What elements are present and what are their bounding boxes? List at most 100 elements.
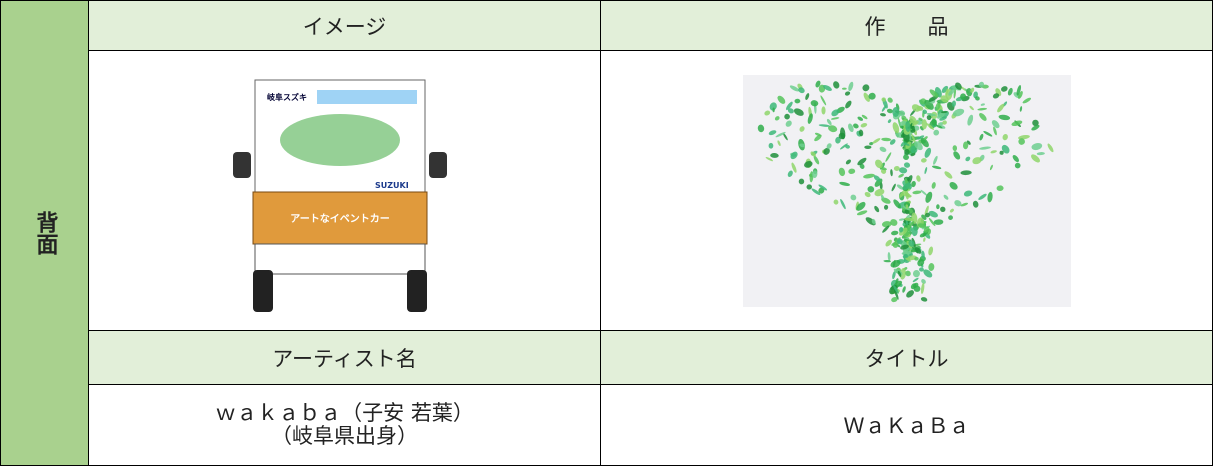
leaf [898, 227, 908, 236]
leaf [992, 92, 999, 99]
leaf [839, 198, 846, 209]
leaf [910, 133, 916, 143]
work-cell [600, 50, 1213, 331]
leaf [882, 259, 891, 262]
leaf [787, 170, 793, 177]
artist-origin: （岐阜県出身） [271, 424, 418, 448]
leaf [889, 138, 896, 145]
leaf [910, 180, 916, 187]
leaf [787, 107, 794, 113]
leaf [817, 183, 827, 190]
leaf [904, 120, 910, 132]
leaf [905, 219, 908, 225]
leaf [892, 241, 898, 248]
leaf [923, 226, 930, 233]
leaf [864, 191, 871, 197]
leaf [810, 99, 818, 106]
leaf [1031, 142, 1042, 150]
leaf [917, 117, 923, 121]
leaf [948, 181, 958, 190]
leaf [863, 145, 871, 149]
leaf [904, 257, 911, 262]
leaf [867, 92, 876, 100]
leaf [1019, 105, 1022, 112]
leaf [789, 151, 798, 159]
leaf [833, 199, 838, 205]
leaf [826, 118, 832, 125]
leaf [818, 123, 830, 127]
leaf [898, 120, 906, 126]
leaf [834, 136, 841, 144]
leaf [954, 81, 962, 90]
leaf [813, 134, 822, 141]
leaf [776, 139, 781, 146]
leaf [874, 159, 883, 168]
leaf [884, 151, 891, 162]
leaf [841, 87, 847, 90]
leaf [953, 199, 961, 206]
leaf [991, 119, 1000, 128]
leaf [844, 90, 850, 96]
wheel [252, 269, 273, 312]
leaf [859, 163, 865, 169]
leaf [910, 225, 918, 236]
leaf [785, 101, 793, 110]
leaf [898, 188, 906, 198]
leaf [874, 177, 882, 187]
leaf [966, 139, 971, 145]
leaf [798, 178, 804, 184]
leaf [992, 126, 997, 135]
leaf [904, 208, 910, 214]
leaf [922, 236, 926, 242]
leaf [839, 142, 848, 149]
title-cell: ＷａＫａＢａ [600, 384, 1213, 466]
leaf [866, 185, 874, 193]
leaf [936, 111, 945, 119]
leaf [861, 83, 869, 91]
leaf [932, 155, 938, 165]
leaf [986, 191, 993, 202]
header-work: 作 品 [600, 0, 1213, 51]
leaf [935, 203, 940, 209]
leaf [768, 142, 773, 149]
truck-art [279, 113, 400, 166]
leaf [852, 123, 859, 128]
leaf [855, 201, 865, 211]
leaf [858, 129, 863, 136]
leaf [849, 194, 856, 200]
leaf [838, 132, 845, 139]
leaf [921, 118, 927, 129]
leaf [813, 155, 819, 164]
leaf [774, 115, 780, 121]
leaf [989, 149, 997, 153]
leaf [907, 239, 914, 247]
leaf [769, 152, 779, 158]
artist-name: ｗａｋａｂａ（子安 若葉） [215, 400, 474, 425]
leaf [847, 81, 853, 91]
leaf [903, 161, 910, 168]
leaf [804, 92, 809, 100]
leaf [1036, 151, 1045, 155]
leaf [959, 169, 972, 175]
header-image: イメージ [88, 0, 601, 51]
leaf [897, 117, 901, 129]
leaf [782, 132, 788, 140]
leaf [765, 156, 773, 161]
leaf [940, 110, 948, 113]
leaf [1031, 119, 1039, 126]
leaf [933, 218, 943, 225]
leaf [863, 92, 870, 102]
leaf [889, 168, 893, 176]
leaf [789, 84, 799, 91]
leaf [790, 162, 797, 173]
leaf [924, 212, 930, 217]
leaf [847, 168, 855, 174]
truck-gate [252, 191, 427, 244]
leaf [769, 101, 777, 111]
leaf [952, 108, 964, 116]
leaf [845, 159, 851, 164]
leaf [901, 192, 912, 197]
leaf [909, 145, 916, 153]
leaf [927, 262, 934, 271]
leaf [926, 114, 931, 120]
